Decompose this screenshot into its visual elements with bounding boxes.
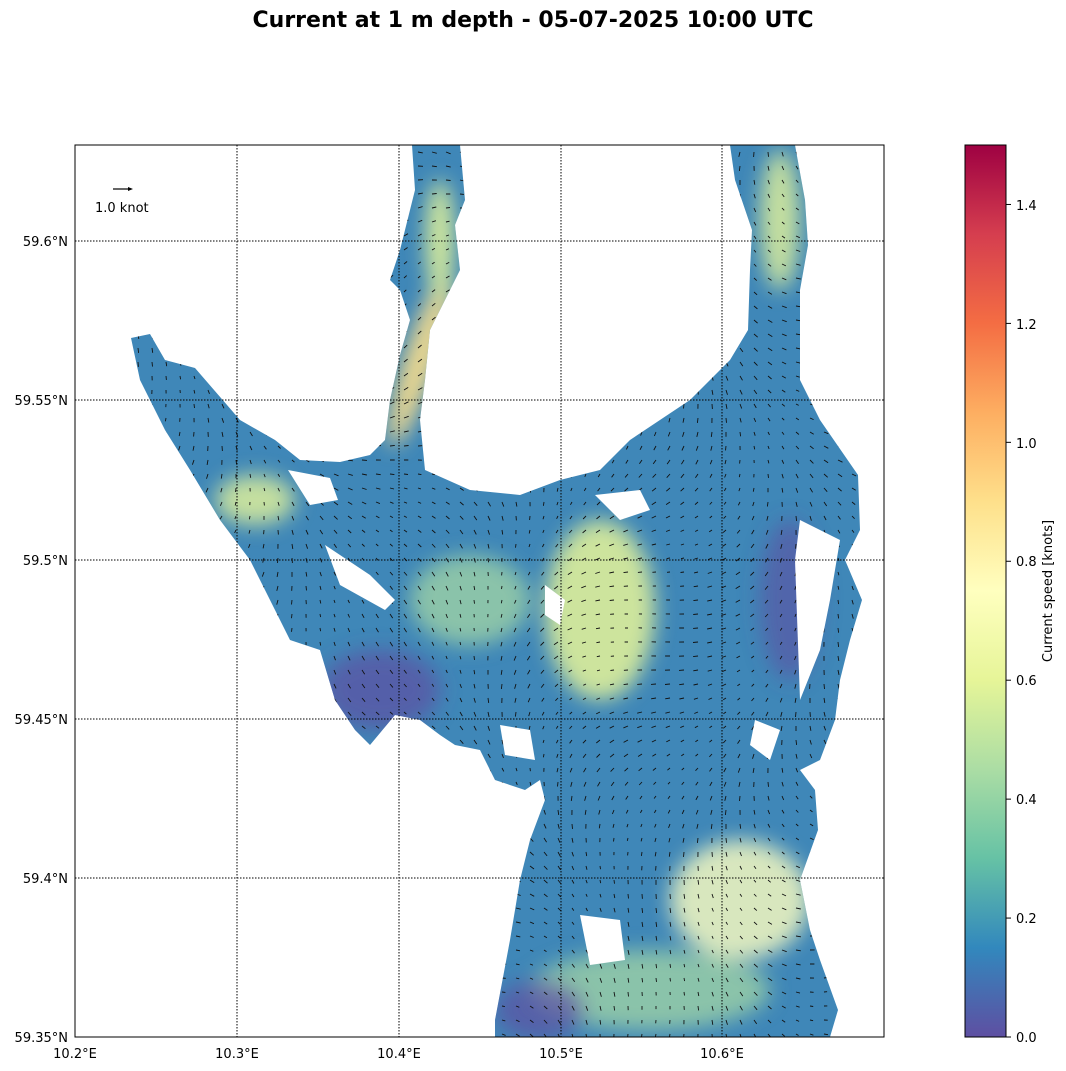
colorbar-tick-label: 1.2 xyxy=(1016,318,1037,333)
map-frame xyxy=(74,144,885,1038)
longitude-axis: 10.2°E 10.3°E 10.4°E 10.5°E 10.6°E xyxy=(53,1047,744,1062)
latitude-axis: 59.6°N 59.55°N 59.5°N 59.45°N 59.4°N 59.… xyxy=(15,235,68,1046)
colorbar-tick-label: 1.4 xyxy=(1016,199,1037,214)
map-plot-area xyxy=(131,145,862,1037)
colorbar-tick-label: 0.4 xyxy=(1016,793,1037,808)
lat-tick-label: 59.4°N xyxy=(23,872,68,887)
map-title: Current at 1 m depth - 05-07-2025 10:00 … xyxy=(252,8,814,33)
lat-tick-label: 59.35°N xyxy=(15,1031,68,1046)
lat-tick-label: 59.45°N xyxy=(15,713,68,728)
lon-tick-label: 10.2°E xyxy=(53,1047,97,1062)
quiver-key: 1.0 knot xyxy=(95,187,149,216)
lon-tick-label: 10.5°E xyxy=(539,1047,583,1062)
colorbar-gradient xyxy=(964,144,1007,1038)
colorbar: 0.0 0.2 0.4 0.6 0.8 1.0 1.2 1.4 Current … xyxy=(964,144,1056,1046)
colorbar-tick-label: 1.0 xyxy=(1016,437,1037,452)
colorbar-label: Current speed [knots] xyxy=(1041,520,1056,662)
lon-tick-label: 10.4°E xyxy=(377,1047,421,1062)
lon-tick-label: 10.6°E xyxy=(700,1047,744,1062)
quiver-key-label: 1.0 knot xyxy=(95,201,149,216)
lat-tick-label: 59.6°N xyxy=(23,235,68,250)
colorbar-tick-label: 0.0 xyxy=(1016,1031,1037,1046)
lon-tick-label: 10.3°E xyxy=(215,1047,259,1062)
colorbar-tick-label: 0.6 xyxy=(1016,674,1037,689)
islands xyxy=(288,470,840,965)
colorbar-tick-label: 0.8 xyxy=(1016,555,1037,570)
water-surface xyxy=(131,145,862,1037)
colorbar-tick-label: 0.2 xyxy=(1016,912,1037,927)
lat-tick-label: 59.55°N xyxy=(15,394,68,409)
lat-tick-label: 59.5°N xyxy=(23,554,68,569)
